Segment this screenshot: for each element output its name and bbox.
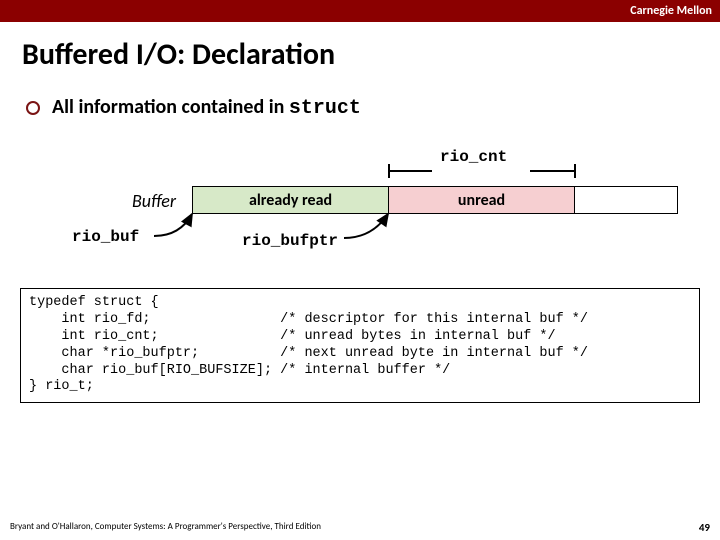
bullet-row: All information contained in struct — [26, 95, 720, 120]
buffer-diagram: rio_cnt Buffer already read unread rio_b… — [0, 148, 720, 288]
segment-unread: unread — [389, 187, 575, 213]
buffer-box: already read unread — [192, 186, 678, 214]
segment-empty — [575, 187, 677, 213]
rio-bufptr-label: rio_bufptr — [242, 232, 338, 250]
header-bar: Carnegie Mellon — [0, 0, 720, 22]
code-l4: char *rio_bufptr; /* next unread byte in… — [29, 346, 588, 361]
page-title: Buffered I/O: Declaration — [22, 36, 720, 73]
code-l5: char rio_buf[RIO_BUFSIZE]; /* internal b… — [29, 363, 450, 378]
bullet-prefix: All information contained in — [52, 95, 289, 119]
code-l1: typedef struct { — [29, 295, 159, 310]
code-l2: int rio_fd; /* descriptor for this inter… — [29, 312, 588, 327]
arrow-rio-bufptr — [340, 208, 410, 248]
header-org: Carnegie Mellon — [630, 4, 712, 18]
bullet-icon — [26, 101, 40, 115]
code-l6: } rio_t; — [29, 379, 94, 394]
footer-credit: Bryant and O'Hallaron, Computer Systems:… — [10, 521, 321, 534]
rio-cnt-label: rio_cnt — [440, 148, 507, 166]
page-number: 49 — [699, 521, 710, 534]
bracket-line-left — [388, 170, 432, 172]
rio-buf-label: rio_buf — [72, 228, 139, 246]
bullet-text: All information contained in struct — [52, 95, 361, 120]
bracket-line-right — [530, 170, 576, 172]
code-l3: int rio_cnt; /* unread bytes in internal… — [29, 329, 556, 344]
code-block: typedef struct { int rio_fd; /* descript… — [20, 288, 700, 403]
arrow-rio-buf — [150, 208, 210, 248]
footer: Bryant and O'Hallaron, Computer Systems:… — [10, 521, 710, 534]
bullet-code: struct — [289, 97, 361, 120]
